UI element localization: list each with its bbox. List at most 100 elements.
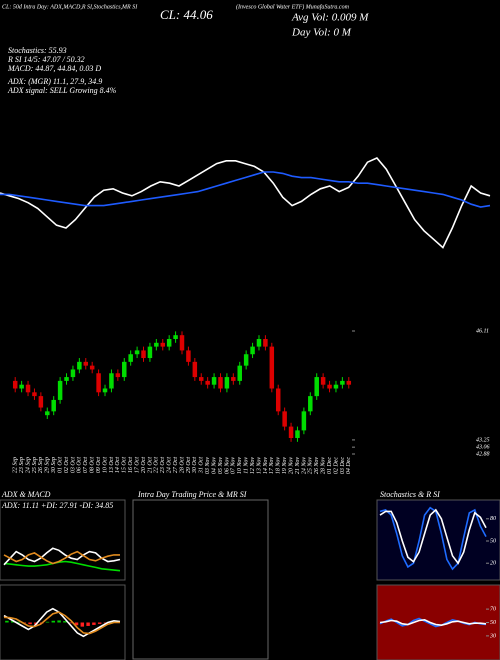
x-tick-label: 20 Nov	[288, 457, 294, 475]
series-line	[3, 560, 121, 572]
x-tick-label: 06 Oct	[77, 457, 83, 473]
candle-body	[243, 354, 249, 366]
x-tick-label: 01 Oct	[57, 457, 63, 473]
candle-body	[128, 354, 133, 362]
histogram-bar	[5, 620, 9, 623]
candle-body	[32, 392, 37, 397]
candle-body	[237, 365, 242, 381]
candle-body	[186, 350, 191, 362]
series-line	[0, 171, 491, 208]
candle-body	[269, 346, 275, 389]
candle-body	[282, 411, 287, 427]
candle-body	[160, 342, 165, 347]
candle-body	[64, 377, 69, 381]
y-tick-label: 43.06	[476, 444, 490, 451]
y-tick-label: 43.25	[476, 436, 490, 443]
histogram-bar	[63, 621, 67, 623]
candle-body	[308, 396, 313, 412]
stoch-info: Stochastics: 55.93	[8, 46, 67, 55]
panel-title: Stochastics & R SI	[380, 490, 440, 499]
y-tick-label: 70	[490, 606, 496, 612]
candle-body	[109, 373, 114, 389]
candle-body	[70, 369, 76, 378]
x-tick-label: 07 Oct	[83, 457, 89, 473]
x-tick-label: 13 Oct	[109, 457, 115, 473]
avg-vol: Avg Vol: 0.009 M	[291, 12, 369, 24]
y-tick-label: 42.88	[476, 450, 490, 457]
y-tick-label: 20	[490, 561, 496, 567]
x-tick-label: 27 Oct	[173, 457, 179, 473]
candle-body	[314, 377, 319, 397]
x-tick-label: 08 Oct	[90, 457, 96, 473]
x-tick-label: 18 Nov	[276, 457, 282, 475]
x-tick-label: 17 Oct	[134, 457, 140, 473]
x-tick-label: 23 Oct	[160, 457, 166, 473]
x-tick-label: 30 Sep	[51, 457, 57, 474]
series-line	[3, 607, 121, 638]
candle-body	[38, 396, 44, 408]
histogram-bar	[86, 622, 90, 626]
candle-body	[134, 350, 140, 355]
x-tick-label: 14 Nov	[262, 457, 269, 475]
histogram-bar	[97, 622, 102, 624]
x-tick-label: 14 Oct	[114, 457, 121, 473]
panel-subtitle: ADX: 11.11 +DI: 27.91 -DI: 34.85	[1, 501, 113, 510]
candle-body	[199, 377, 204, 381]
intraday-panel	[132, 499, 269, 660]
candle-body	[320, 377, 326, 385]
histogram-bar	[74, 622, 79, 626]
candle-body	[51, 399, 56, 412]
x-tick-label: 28 Oct	[179, 457, 185, 473]
candle-body	[173, 335, 178, 339]
candle-body	[224, 377, 230, 389]
x-tick-label: 25 Sep	[32, 457, 38, 473]
x-tick-label: 09 Oct	[96, 457, 102, 473]
x-tick-label: 24 Nov	[300, 457, 307, 475]
y-tick-label: 50	[490, 620, 496, 626]
x-tick-label: 05 Nov	[218, 457, 224, 475]
x-tick-label: 06 Nov	[224, 457, 230, 475]
x-tick-label: 03 Oct	[70, 457, 76, 473]
candle-body	[333, 384, 339, 389]
panel-title: Intra Day Trading Price & MR SI	[137, 490, 247, 499]
candle-body	[295, 430, 300, 439]
candle-body	[96, 373, 101, 393]
candle-body	[154, 342, 159, 347]
x-tick-label: 04 Dec	[345, 457, 352, 474]
x-tick-label: 11 Nov	[244, 457, 250, 474]
candle-body	[250, 346, 255, 355]
x-tick-label: 21 Nov	[295, 457, 301, 475]
x-tick-label: 07 Nov	[231, 457, 237, 475]
header-title: (Invesco Global Water ETF) MunafaSutra.c…	[236, 3, 350, 10]
adx-signal: ADX signal: SELL Growing 8.4%	[7, 86, 117, 95]
series-line	[379, 508, 487, 565]
y-tick-label: 46.11	[476, 327, 489, 334]
candle-body	[263, 338, 268, 347]
candle-body	[327, 384, 332, 389]
candle-body	[77, 361, 82, 370]
x-tick-label: 12 Nov	[250, 457, 256, 475]
candle-body	[192, 361, 198, 378]
x-tick-label: 26 Sep	[38, 457, 44, 473]
histogram-bar	[51, 620, 56, 623]
x-tick-label: 22 Oct	[154, 457, 160, 473]
histogram-bar	[45, 621, 50, 623]
x-tick-label: 10 Nov	[237, 457, 243, 475]
x-tick-label: 24 Oct	[166, 457, 173, 473]
rsi-info: R SI 14/5: 47.07 / 50.32	[7, 55, 85, 64]
x-tick-label: 17 Nov	[269, 457, 275, 475]
x-tick-label: 03 Dec	[340, 457, 346, 474]
adx-panel	[0, 499, 126, 581]
candle-body	[211, 377, 217, 385]
candle-body	[45, 411, 50, 416]
x-tick-label: 10 Oct	[102, 457, 108, 473]
x-tick-label: 24 Sep	[24, 457, 31, 473]
candle-body	[89, 365, 95, 370]
x-tick-label: 19 Nov	[282, 457, 288, 475]
x-tick-label: 29 Oct	[186, 457, 192, 473]
y-tick-label: 50	[490, 538, 496, 544]
x-tick-label: 15 Oct	[122, 457, 128, 473]
x-tick-label: 30 Oct	[192, 457, 198, 474]
candle-body	[102, 388, 108, 393]
